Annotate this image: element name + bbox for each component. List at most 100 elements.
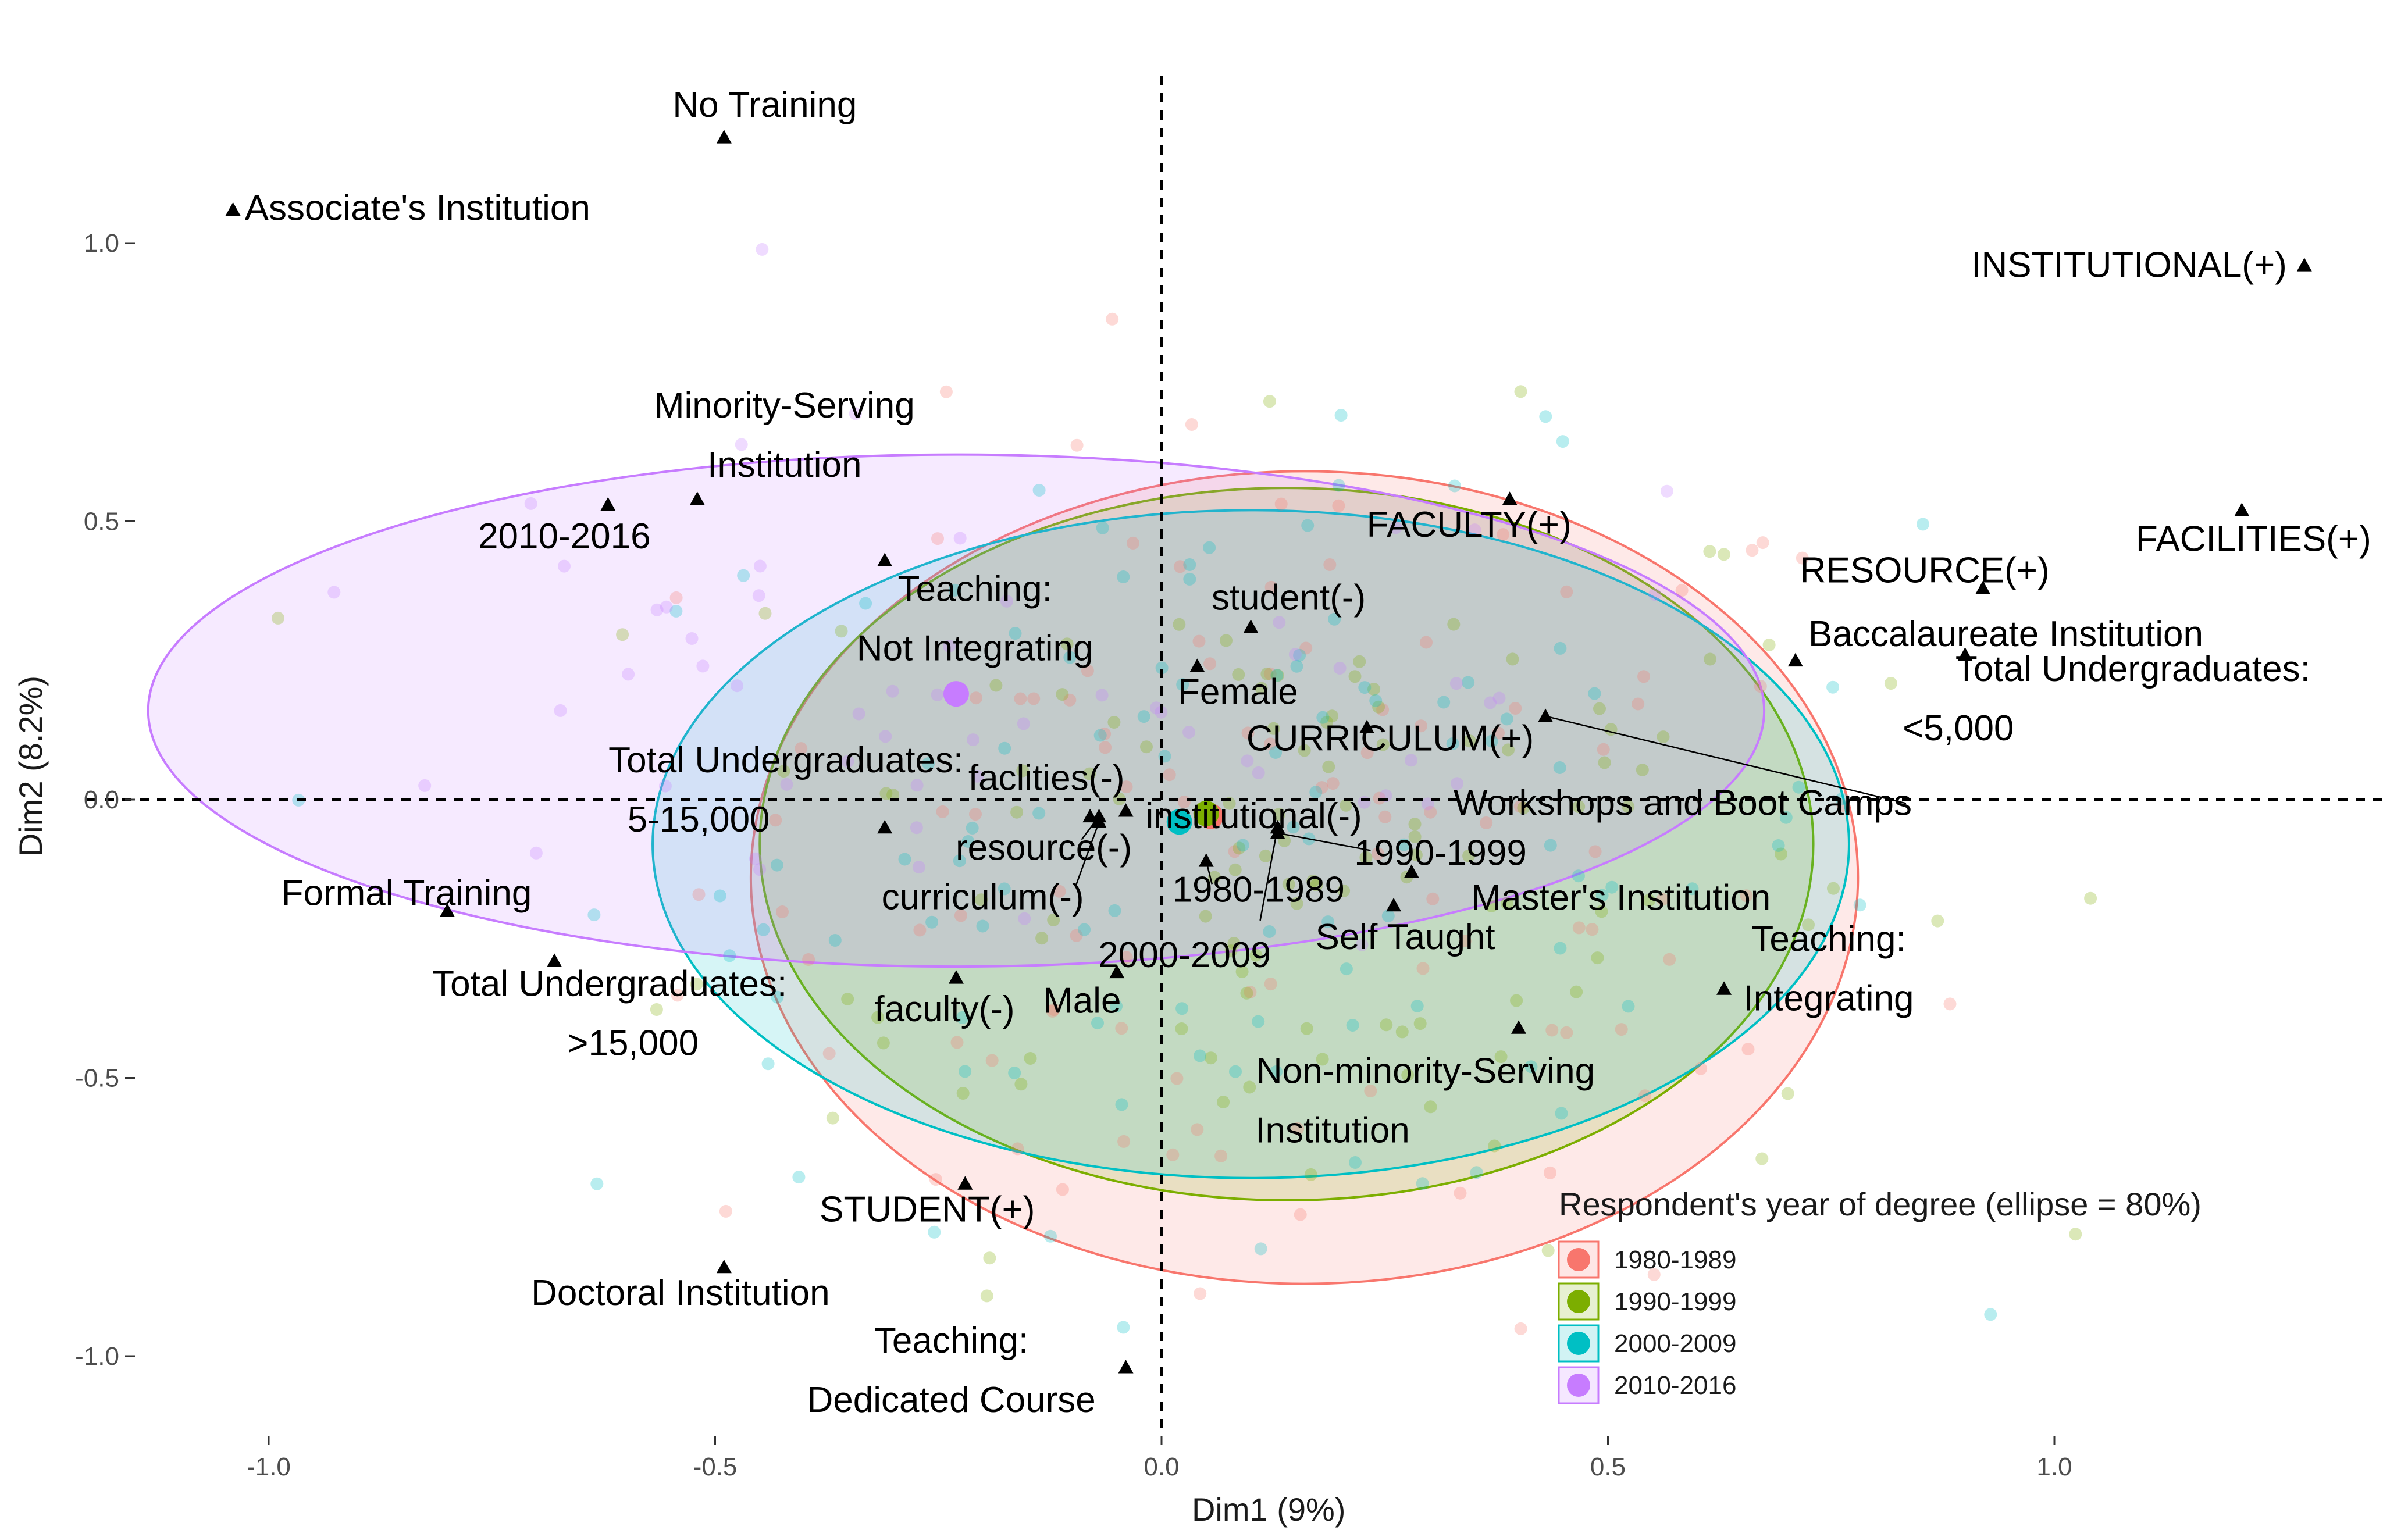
- individual-point: [669, 604, 683, 618]
- centroid-2010-2016: [943, 681, 969, 707]
- individual-point: [1553, 761, 1566, 774]
- individual-point: [1827, 882, 1840, 895]
- individual-point: [1287, 821, 1300, 834]
- variable-label: Associate's Institution: [245, 188, 590, 229]
- individual-point: [1252, 766, 1265, 779]
- individual-point: [1513, 800, 1527, 813]
- individual-point: [953, 532, 967, 545]
- individual-point: [998, 741, 1011, 755]
- individual-point: [1232, 668, 1245, 681]
- individual-point: [1008, 1067, 1021, 1079]
- individual-point: [898, 853, 911, 866]
- individual-point: [1309, 786, 1323, 799]
- individual-point: [1227, 937, 1241, 950]
- variable-teaching-not-integrating: Teaching: Not Integrating: [857, 552, 1093, 668]
- variable-marker: [2234, 502, 2250, 516]
- individual-point: [1492, 691, 1506, 705]
- individual-point: [1539, 410, 1552, 423]
- y-tick-label: -1.0: [75, 1342, 119, 1371]
- individual-point: [939, 385, 953, 398]
- y-axis-title: Dim2 (8.2%): [12, 676, 49, 857]
- variable-associate-s-institution: Associate's Institution: [225, 188, 590, 229]
- individual-point: [841, 755, 854, 768]
- individual-point: [1288, 648, 1302, 661]
- individual-point: [849, 407, 862, 420]
- individual-point: [975, 893, 988, 907]
- individual-point: [1332, 499, 1345, 512]
- variable-formal-training: Formal Training: [282, 873, 532, 917]
- individual-point: [1509, 702, 1522, 715]
- individual-point: [1217, 1096, 1230, 1108]
- variable-marker: [1189, 658, 1205, 672]
- variable-marker: [1404, 864, 1419, 878]
- individual-point: [1228, 863, 1242, 876]
- variable-label: 2010-2016: [478, 516, 651, 557]
- individual-point: [1502, 743, 1515, 757]
- individual-point: [1328, 612, 1341, 626]
- individual-point: [1310, 879, 1323, 891]
- ellipse-2000-2009: [651, 509, 1850, 1179]
- individual-point: [1244, 986, 1257, 998]
- individual-point: [1458, 935, 1472, 947]
- individual-point: [1120, 780, 1133, 794]
- individual-point: [1063, 693, 1077, 707]
- individual-point: [723, 949, 736, 962]
- variable-label: FACULTY(+): [1367, 505, 1572, 545]
- individual-point: [1524, 1060, 1538, 1074]
- individual-point: [1570, 985, 1583, 998]
- individual-point: [1395, 1025, 1409, 1039]
- individual-point: [928, 1225, 941, 1239]
- individual-point: [1027, 692, 1041, 705]
- variable-2010-2016: 2010-2016: [478, 497, 651, 557]
- individual-point: [558, 559, 571, 573]
- legend-entry-2000-2009: 2000-2009: [1558, 1324, 1736, 1363]
- individual-point: [1572, 869, 1585, 883]
- individual-point: [1447, 618, 1461, 631]
- individual-point: [1675, 584, 1689, 597]
- legend-label: 1980-1989: [1614, 1246, 1736, 1274]
- individual-point: [1349, 1156, 1362, 1169]
- individual-point: [983, 1251, 996, 1265]
- y-tick-label: 0.0: [84, 786, 119, 814]
- individual-point: [1686, 882, 1699, 896]
- individual-point: [1408, 830, 1422, 843]
- individual-point: [961, 835, 975, 848]
- individual-point: [1348, 670, 1362, 683]
- variable-institutional: institutional(-): [1118, 796, 1362, 836]
- individual-point: [912, 861, 925, 874]
- individual-point: [1316, 711, 1330, 724]
- individual-point: [1236, 839, 1249, 852]
- y-tick-label: 0.5: [84, 508, 119, 536]
- individual-point: [1884, 677, 1897, 690]
- individual-point: [1326, 709, 1339, 723]
- individual-point: [1163, 768, 1176, 782]
- variable-marker: [689, 491, 705, 505]
- individual-point: [1176, 678, 1189, 691]
- individual-point: [1545, 1024, 1559, 1037]
- variable-faculty: FACULTY(+): [1367, 491, 1572, 545]
- individual-point: [1556, 435, 1569, 448]
- centroid-2000-2009: [1166, 809, 1192, 835]
- individual-point: [1299, 641, 1313, 655]
- individual-point: [1304, 1168, 1317, 1181]
- individual-point: [1500, 712, 1513, 726]
- variable-institutional: INSTITUTIONAL(+): [1971, 245, 2312, 285]
- variable-label: 2000-2009: [1098, 935, 1271, 975]
- individual-point: [1315, 781, 1328, 794]
- individual-point: [731, 679, 744, 693]
- label-connector: [1075, 821, 1100, 886]
- individual-point: [956, 1011, 969, 1024]
- individual-point: [1260, 667, 1274, 680]
- variable-no-training: No Training: [672, 85, 857, 144]
- variable-label: institutional(-): [1146, 796, 1362, 836]
- individual-point: [1017, 717, 1030, 730]
- individual-point: [690, 978, 703, 991]
- individual-point: [1194, 1287, 1207, 1300]
- individual-point: [1554, 942, 1567, 955]
- individual-point: [1413, 1017, 1427, 1030]
- individual-point: [1657, 730, 1670, 744]
- variable-marker: [1386, 897, 1402, 912]
- individual-point: [1224, 944, 1238, 958]
- individual-point: [1192, 634, 1206, 648]
- variable-label: Formal Training: [282, 873, 532, 913]
